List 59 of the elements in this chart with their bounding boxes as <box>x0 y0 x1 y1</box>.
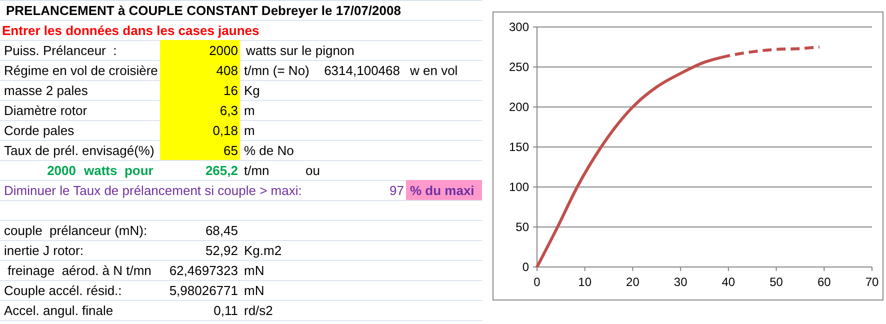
y-tick-label: 250 <box>508 60 530 74</box>
text: Kg.m2 <box>244 243 282 258</box>
text: 97 <box>390 183 404 198</box>
text: 52,92 <box>205 243 238 258</box>
text: inertie J rotor: <box>4 243 84 258</box>
x-tick-label: 20 <box>626 275 640 289</box>
text: m <box>244 123 255 138</box>
text: Régime en vol de croisière <box>4 63 158 78</box>
x-tick-label: 30 <box>674 275 688 289</box>
text: 5,98026771 <box>169 283 238 298</box>
text: 265,2 <box>205 163 238 178</box>
text: masse 2 pales <box>4 83 88 98</box>
y-tick-label: 200 <box>508 100 530 114</box>
text: Diminuer le Taux de prélancement si couple > maxi: <box>4 183 302 198</box>
text: watts sur le pignon <box>245 43 354 58</box>
text: 62,4697323 <box>169 263 238 278</box>
x-tick-label: 40 <box>722 275 736 289</box>
text: 0,11 <box>214 303 238 318</box>
text: Diamètre rotor <box>4 103 88 118</box>
text: rd/s2 <box>244 303 273 318</box>
text: 68,45 <box>205 223 238 238</box>
text: w en vol <box>409 63 458 78</box>
x-tick-label: 70 <box>865 275 879 289</box>
text: Puiss. Prélanceur : <box>4 43 117 58</box>
y-tick-label: 150 <box>508 140 530 154</box>
y-tick-label: 100 <box>508 180 530 194</box>
text: 6314,100468 <box>324 63 400 78</box>
text: Taux de prél. envisagé(%) <box>4 143 154 158</box>
y-tick-label: 0 <box>522 260 530 274</box>
text: Accel. angul. finale <box>4 303 114 318</box>
x-tick-label: 0 <box>534 275 541 289</box>
text: mN <box>244 283 264 298</box>
text: 2000 <box>47 163 76 178</box>
text: Couple accél. résid.: <box>4 283 122 298</box>
text: 408 <box>216 63 238 78</box>
text: 2000 <box>209 43 238 58</box>
text: couple prélanceur (mN): <box>4 223 148 238</box>
text: % de No <box>244 143 294 158</box>
text: % du maxi <box>410 183 474 198</box>
x-tick-label: 10 <box>578 275 592 289</box>
text: PRELANCEMENT à COUPLE CONSTANT Debreyer le 17/07/2008 <box>6 3 401 18</box>
text: 65 <box>224 143 238 158</box>
text: Corde pales <box>4 123 75 138</box>
text: m <box>244 103 255 118</box>
text: 16 <box>224 83 238 98</box>
text: 6,3 <box>220 103 238 118</box>
text: t/mn <box>244 163 270 178</box>
text: freinage aérod. à N t/mn <box>4 263 152 278</box>
x-tick-label: 50 <box>770 275 784 289</box>
text: Entrer les données dans les cases jaunes <box>2 23 260 38</box>
text: 0,18 <box>212 123 238 138</box>
text: ou <box>306 163 320 178</box>
text: watts pour <box>83 163 154 178</box>
text: t/mn (= No) <box>244 63 310 78</box>
text: Kg <box>244 83 260 98</box>
x-tick-label: 60 <box>817 275 832 289</box>
y-tick-label: 300 <box>508 20 530 34</box>
y-tick-label: 50 <box>516 220 530 234</box>
text: mN <box>244 263 264 278</box>
